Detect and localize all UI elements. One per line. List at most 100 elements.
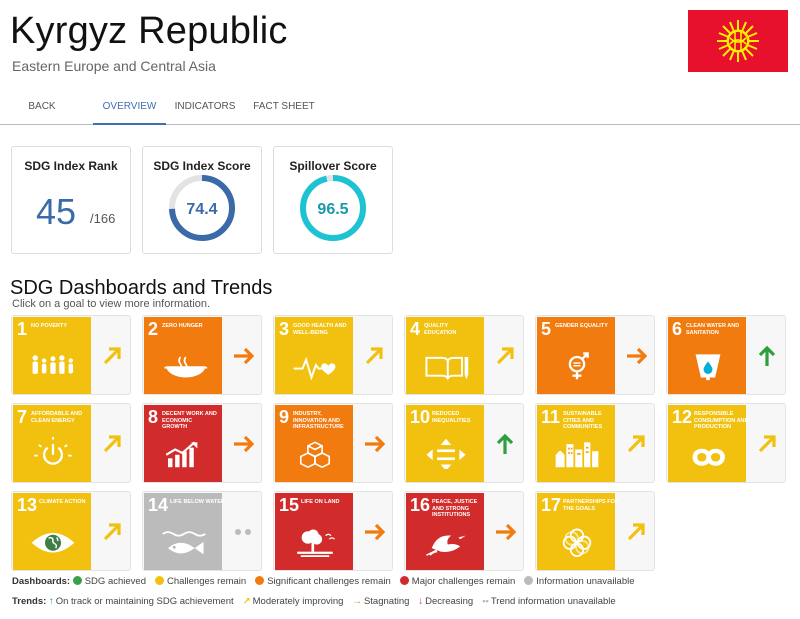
- dashboard-legend-label: Dashboards:: [12, 576, 71, 587]
- goal-card-4[interactable]: 4 QUALITY EDUCATION: [404, 315, 524, 395]
- goal-card-10[interactable]: 10 REDUCED INEQUALITIES: [404, 403, 524, 483]
- dashboard-legend-item: SDG achieved: [72, 576, 146, 587]
- trend-legend-text: Stagnating: [363, 596, 410, 607]
- goal-number: 10: [410, 407, 431, 427]
- dashboard-legend-text: Information unavailable: [536, 576, 635, 587]
- tree-icon: [297, 529, 335, 557]
- trend-stagnating-icon: [362, 432, 386, 456]
- goal-name: PARTNERSHIPS FOR THE GOALS: [563, 499, 619, 512]
- goal-number: 6: [672, 319, 683, 339]
- goal-name: AFFORDABLE AND CLEAN ENERGY: [31, 411, 83, 424]
- goal-name: DECENT WORK AND ECONOMIC GROWTH: [162, 411, 217, 430]
- trend-moderately-improving-icon: [362, 344, 386, 368]
- goal-name: NO POVERTY: [31, 323, 68, 329]
- trend-stagnating-icon: [624, 344, 648, 368]
- goal-name: INDUSTRY, INNOVATION AND INFRASTRUCTURE: [293, 411, 344, 430]
- goal-number: 5: [541, 319, 552, 339]
- goal-card-13[interactable]: 13 CLIMATE ACTION: [11, 491, 131, 571]
- goal-card-5[interactable]: 5 GENDER EQUALITY: [535, 315, 655, 395]
- trend-on-track-or-maintaining-sdg-achievement-icon: [493, 432, 517, 456]
- trend-glyph-icon: ↗: [242, 596, 251, 607]
- fish-icon: [162, 531, 206, 555]
- trend-moderately-improving-icon: [100, 344, 124, 368]
- kyrgyz-flag-icon: [688, 10, 788, 72]
- goal-card-14[interactable]: 14 LIFE BELOW WATER: [142, 491, 262, 571]
- spillover-card: Spillover Score 96.5: [273, 146, 393, 254]
- tab-overview[interactable]: OVERVIEW: [93, 92, 166, 125]
- goal-name: SUSTAINABLE CITIES AND COMMUNITIES: [563, 411, 603, 430]
- goal-number: 14: [148, 495, 169, 515]
- goal-card-3[interactable]: 3 GOOD HEALTH AND WELL-BEING: [273, 315, 393, 395]
- goal-card-2[interactable]: 2 ZERO HUNGER: [142, 315, 262, 395]
- goal-number: 4: [410, 319, 421, 339]
- goal-card-1[interactable]: 1 NO POVERTY: [11, 315, 131, 395]
- dashboard-legend-item: Major challenges remain: [399, 576, 516, 587]
- dashboard-legend: Dashboards: SDG achieved Challenges remai…: [12, 576, 644, 587]
- goal-card-9[interactable]: 9 INDUSTRY, INNOVATION AND INFRASTRUCTURE: [273, 403, 393, 483]
- tab-fact-sheet[interactable]: FACT SHEET: [253, 101, 315, 112]
- dashboard-legend-text: Challenges remain: [166, 576, 247, 587]
- trend-legend-item: ↓ Decreasing: [418, 596, 473, 607]
- eye-globe-icon: [31, 533, 75, 553]
- goal-name: PEACE, JUSTICE AND STRONG INSTITUTIONS: [432, 499, 478, 518]
- status-dot-icon: [524, 576, 534, 585]
- goal-tile: 6 CLEAN WATER AND SANITATION: [668, 317, 746, 394]
- goal-card-17[interactable]: 17 PARTNERSHIPS FOR THE GOALS: [535, 491, 655, 571]
- trend-legend: Trends: ↑ On track or maintaining SDG ach…: [12, 596, 625, 607]
- sdg-index-value: 74.4: [186, 201, 218, 218]
- goal-card-12[interactable]: 12 RESPONSIBLE CONSUMPTION AND PRODUCTION: [666, 403, 786, 483]
- sdg-rank-total: /166: [90, 211, 116, 226]
- sdg-index-label: SDG Index Score: [153, 159, 251, 173]
- gender-icon: [568, 352, 589, 380]
- goal-name: ZERO HUNGER: [162, 323, 203, 329]
- goal-tile: 16 PEACE, JUSTICE AND STRONG INSTITUTIONS: [406, 493, 484, 570]
- trend-stagnating-icon: [231, 344, 255, 368]
- spillover-label: Spillover Score: [289, 159, 377, 173]
- goal-card-7[interactable]: 7 AFFORDABLE AND CLEAN ENERGY: [11, 403, 131, 483]
- dashboard-legend-item: Information unavailable: [524, 576, 635, 587]
- goal-number: 12: [672, 407, 693, 427]
- water-icon: [695, 354, 721, 381]
- goal-card-15[interactable]: 15 LIFE ON LAND: [273, 491, 393, 571]
- goal-name: REDUCED INEQUALITIES: [432, 411, 471, 424]
- tab-back[interactable]: BACK: [28, 101, 56, 112]
- trend-legend-text: On track or maintaining SDG achievement: [55, 596, 234, 607]
- trend-moderately-improving-icon: [493, 344, 517, 368]
- goal-number: 1: [17, 319, 28, 339]
- country-title: Kyrgyz Republic: [10, 10, 288, 52]
- goal-number: 11: [541, 407, 561, 427]
- trend-legend-item: •• Trend information unavailable: [482, 596, 615, 607]
- city-icon: [555, 442, 599, 468]
- goal-number: 16: [410, 495, 431, 515]
- page-tabs: BACK OVERVIEW INDICATORS FACT SHEET: [0, 92, 800, 125]
- dashboard-legend-item: Significant challenges remain: [255, 576, 391, 587]
- trend-legend-item: ↗ Moderately improving: [243, 596, 344, 607]
- goal-tile: 3 GOOD HEALTH AND WELL-BEING: [275, 317, 353, 394]
- dashboard-legend-text: Major challenges remain: [411, 576, 516, 587]
- cubes-icon: [299, 441, 331, 469]
- trend-glyph-icon: ↑: [48, 596, 54, 607]
- goal-card-6[interactable]: 6 CLEAN WATER AND SANITATION: [666, 315, 786, 395]
- trend-legend-text: Decreasing: [425, 596, 474, 607]
- tab-indicators[interactable]: INDICATORS: [174, 101, 236, 112]
- goal-number: 13: [17, 495, 38, 515]
- trend-moderately-improving-icon: [100, 520, 124, 544]
- trend-stagnating-icon: [493, 520, 517, 544]
- sdg-index-card: SDG Index Score 74.4: [142, 146, 262, 254]
- goal-number: 15: [279, 495, 300, 515]
- goal-number: 3: [279, 319, 290, 339]
- trend-legend-text: Moderately improving: [252, 596, 344, 607]
- power-icon: [34, 437, 72, 465]
- goal-name: GOOD HEALTH AND WELL-BEING: [293, 323, 347, 336]
- goal-number: 7: [17, 407, 28, 427]
- equality-icon: [426, 438, 466, 469]
- goal-tile: 4 QUALITY EDUCATION: [406, 317, 484, 394]
- sdg-rank-value: 45: [36, 191, 77, 232]
- dove-icon: [426, 535, 466, 556]
- goal-card-8[interactable]: 8 DECENT WORK AND ECONOMIC GROWTH: [142, 403, 262, 483]
- goal-card-16[interactable]: 16 PEACE, JUSTICE AND STRONG INSTITUTIONS: [404, 491, 524, 571]
- goal-tile: 1 NO POVERTY: [13, 317, 91, 394]
- goal-tile: 17 PARTNERSHIPS FOR THE GOALS: [537, 493, 619, 570]
- goal-card-11[interactable]: 11 SUSTAINABLE CITIES AND COMMUNITIES: [535, 403, 655, 483]
- dashboard-title: SDG Dashboards and Trends: [10, 277, 273, 299]
